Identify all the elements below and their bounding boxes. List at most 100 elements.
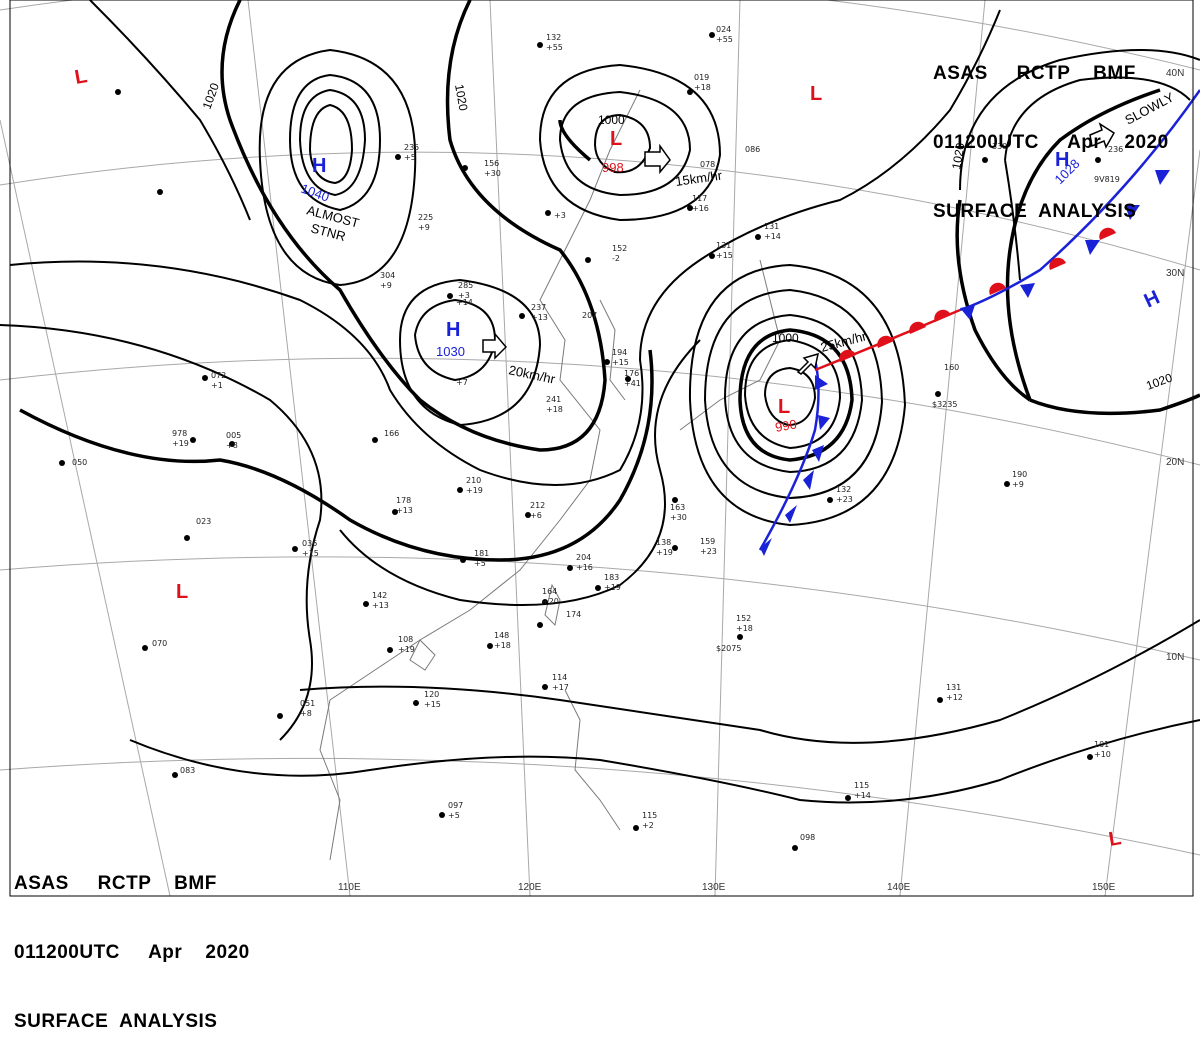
station-value: 131 xyxy=(946,683,961,692)
station-value: +19 xyxy=(656,548,673,557)
chart-header-top-right: ASAS RCTP BMF 011200UTC Apr 2020 SURFACE… xyxy=(933,16,1169,246)
station-value: $3235 xyxy=(932,400,957,409)
station-value: 156 xyxy=(484,159,499,168)
station-value: 190 xyxy=(1012,470,1027,479)
station-value: 194 xyxy=(612,348,627,357)
station-value: 097 xyxy=(448,801,463,810)
station-value: 183 xyxy=(604,573,619,582)
station-value: 241 xyxy=(546,395,561,404)
chart-header-bottom-left: ASAS RCTP BMF 011200UTC Apr 2020 SURFACE… xyxy=(14,826,250,1056)
station-value: +16 xyxy=(692,204,709,213)
station-value: +18 xyxy=(546,405,563,414)
station-value: 212 xyxy=(530,501,545,510)
station-value: +15 xyxy=(302,549,319,558)
station-value: -2 xyxy=(612,254,620,263)
low-center-letter: L xyxy=(778,396,790,418)
lon-label: 120E xyxy=(518,882,542,893)
station-value: 083 xyxy=(180,766,195,775)
station-value: +1 xyxy=(211,381,223,390)
station-value: 072 xyxy=(211,371,226,380)
station-value: +3 xyxy=(554,211,566,220)
station-value: +10 xyxy=(1094,750,1111,759)
station-value: +12 xyxy=(946,693,963,702)
station-value: 174 xyxy=(566,610,581,619)
station-value: +13 xyxy=(372,601,389,610)
station-value: +13 xyxy=(531,313,548,322)
station-value: +8 xyxy=(226,441,238,450)
station-value: +30 xyxy=(670,513,687,522)
station-value: +18 xyxy=(694,83,711,92)
station-value: 051 xyxy=(300,699,315,708)
station-value: 114 xyxy=(552,673,567,682)
station-value: 304 xyxy=(380,271,395,280)
station-value: 101 xyxy=(1094,740,1109,749)
station-value: 036 xyxy=(302,539,317,548)
station-value: +18 xyxy=(736,624,753,633)
station-value: +5 xyxy=(474,559,486,568)
station-value: 237 xyxy=(531,303,546,312)
lat-label: 10N xyxy=(1166,652,1184,663)
station-value: 115 xyxy=(854,781,869,790)
station-value: +20 xyxy=(542,597,559,606)
low-center-pressure: 998 xyxy=(602,160,624,175)
low-center-letter: L xyxy=(176,581,188,603)
station-value: +6 xyxy=(530,511,542,520)
station-value: +9 xyxy=(418,223,430,232)
station-value: 115 xyxy=(642,811,657,820)
station-value: 024 xyxy=(716,25,731,34)
station-value: +2 xyxy=(642,821,654,830)
station-value: +9 xyxy=(1012,480,1024,489)
station-value: 050 xyxy=(72,458,87,467)
lat-label: 20N xyxy=(1166,457,1184,468)
station-value: 148 xyxy=(494,631,509,640)
station-value: 086 xyxy=(745,145,760,154)
station-value: +9 xyxy=(380,281,392,290)
station-value: 131 xyxy=(764,222,779,231)
station-value: 023 xyxy=(196,517,211,526)
station-value: 132 xyxy=(546,33,561,42)
high-center-letter: H xyxy=(312,155,326,177)
station-value: 005 xyxy=(226,431,241,440)
station-value: 164 xyxy=(542,587,557,596)
lon-label: 140E xyxy=(887,882,911,893)
high-center-pressure: 1030 xyxy=(436,344,465,359)
header-agency: ASAS RCTP BMF xyxy=(933,62,1169,85)
station-value: 210 xyxy=(466,476,481,485)
station-value: $2075 xyxy=(716,644,741,653)
station-value: +19 xyxy=(398,645,415,654)
low-center-letter: L xyxy=(810,83,822,105)
station-value: +5 xyxy=(404,153,416,162)
station-value: 163 xyxy=(670,503,685,512)
station-value: +7 xyxy=(456,378,468,387)
header-time: 011200UTC Apr 2020 xyxy=(933,131,1169,154)
station-value: 120 xyxy=(424,690,439,699)
low-center-letter: L xyxy=(610,128,622,150)
station-value: +5 xyxy=(448,811,460,820)
station-value: 166 xyxy=(384,429,399,438)
header-type: SURFACE ANALYSIS xyxy=(14,1010,250,1033)
station-value: 132 xyxy=(836,485,851,494)
station-value: 108 xyxy=(398,635,413,644)
station-value: +8 xyxy=(300,709,312,718)
station-value: 235 xyxy=(404,143,419,152)
lon-label: 130E xyxy=(702,882,726,893)
station-value: +30 xyxy=(484,169,501,178)
station-value: +13 xyxy=(396,506,413,515)
station-value: 142 xyxy=(372,591,387,600)
station-value: +19 xyxy=(466,486,483,495)
station-value: 285 xyxy=(458,281,473,290)
station-value: +15 xyxy=(716,251,733,260)
header-time: 011200UTC Apr 2020 xyxy=(14,941,250,964)
station-value: 152 xyxy=(612,244,627,253)
station-value: +55 xyxy=(716,35,733,44)
station-value: 138 xyxy=(656,538,671,547)
station-value: 204 xyxy=(576,553,591,562)
lon-label: 110E xyxy=(338,882,361,893)
lon-label: 150E xyxy=(1092,882,1116,893)
station-value: +14 xyxy=(764,232,781,241)
station-value: 207 xyxy=(582,311,597,320)
high-center-letter: H xyxy=(446,319,460,341)
station-value: 978 xyxy=(172,429,187,438)
station-value: +14 xyxy=(854,791,871,800)
station-value: +15 xyxy=(424,700,441,709)
